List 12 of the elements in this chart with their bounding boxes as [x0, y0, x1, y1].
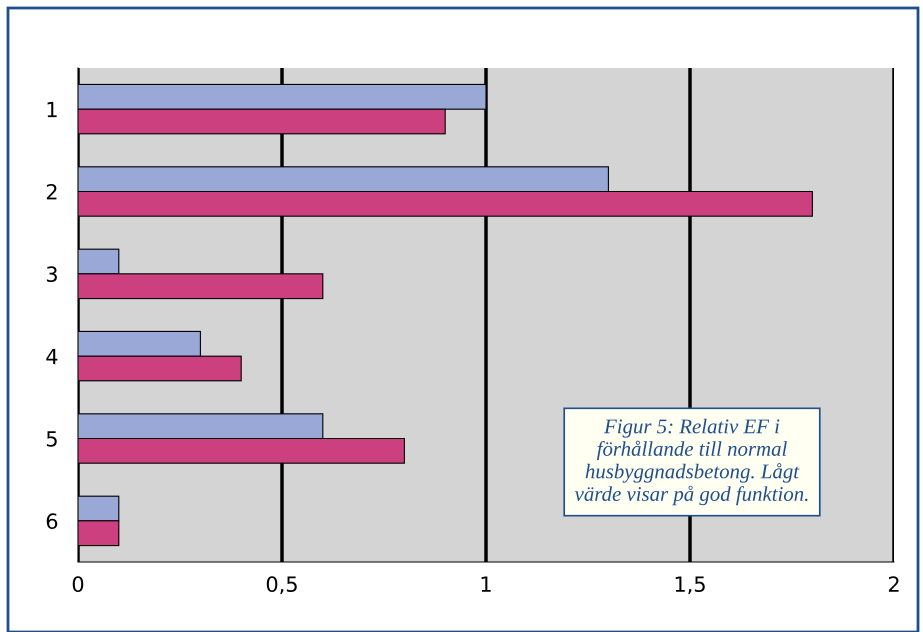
y-tick-label: 1: [48, 102, 57, 118]
x-tick-label: 1: [482, 576, 491, 592]
y-tick-label: 4: [46, 348, 58, 364]
y-tick-label: 2: [46, 184, 56, 200]
x-tick-label: 1,5: [676, 576, 705, 594]
x-tick-label: 0: [72, 576, 84, 592]
x-tick-label: 2: [888, 576, 899, 592]
y-tick-label: 6: [46, 513, 58, 530]
x-tick-label: 0,5: [266, 576, 297, 594]
y-tick-label: 3: [46, 266, 57, 282]
annotation: Figur 5: Relativ EF i förhållande till normal husbyggnadsbetong. Lågt värde visar på god funktion.: [574, 418, 808, 506]
y-tick-label: 5: [46, 431, 57, 447]
